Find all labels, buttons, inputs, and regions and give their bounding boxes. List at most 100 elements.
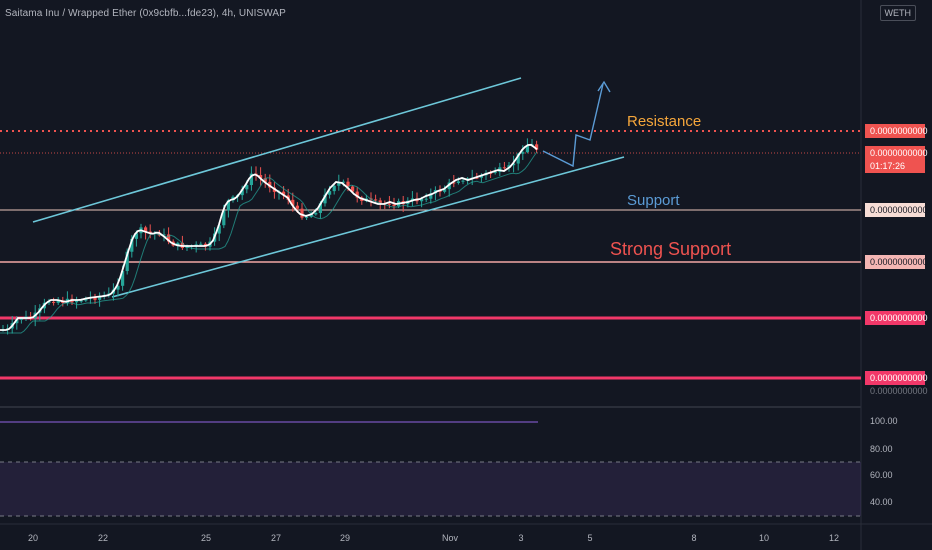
- candle-body: [56, 300, 60, 303]
- resistance-annotation[interactable]: Resistance: [627, 113, 701, 130]
- projection-path: [542, 83, 604, 168]
- bar-countdown-label: 01:17:26: [870, 161, 905, 171]
- lower-support-2-price-label: 0.0000000000: [870, 373, 928, 383]
- candle-body: [332, 185, 336, 192]
- candle-body: [420, 198, 424, 202]
- candle-body: [15, 319, 19, 324]
- candle-body: [328, 191, 332, 195]
- candle-body: [305, 216, 309, 218]
- rsi-scale-100: 100.00: [870, 416, 898, 426]
- candle-body: [479, 175, 483, 178]
- support-price-label: 0.0000000000: [870, 205, 928, 215]
- strong-support-annotation[interactable]: Strong Support: [610, 239, 731, 259]
- quote-currency-badge[interactable]: WETH: [879, 5, 916, 21]
- projection-arrow[interactable]: [542, 80, 611, 168]
- candle-body: [309, 214, 313, 217]
- time-tick-27: 27: [271, 533, 281, 543]
- candle-body: [521, 152, 525, 154]
- time-tick-nov: Nov: [442, 533, 459, 543]
- rsi-band: [0, 462, 861, 516]
- candle-body: [144, 227, 148, 232]
- candle-body: [249, 173, 253, 186]
- candle-body: [47, 301, 51, 303]
- candle-body: [512, 163, 516, 166]
- candle-body: [429, 193, 433, 199]
- current-price-label: 0.0000000000: [870, 148, 928, 158]
- candle-body: [217, 225, 221, 234]
- time-tick-3: 3: [518, 533, 523, 543]
- candle-body: [268, 181, 272, 188]
- rsi-scale-60: 60.00: [870, 470, 893, 480]
- candle-body: [323, 194, 327, 204]
- time-tick-8: 8: [691, 533, 696, 543]
- support-annotation[interactable]: Support: [627, 192, 680, 209]
- candle-body: [346, 181, 350, 187]
- channel-upper-line[interactable]: [32, 77, 522, 223]
- lower-support-1-price-tag: [865, 311, 925, 325]
- symbol-title[interactable]: Saitama Inu / Wrapped Ether (0x9cbfb...f…: [5, 8, 286, 19]
- candle-body: [259, 174, 263, 179]
- strong-support-price-label: 0.0000000000: [870, 257, 928, 267]
- candle-body: [300, 208, 304, 218]
- candle-body: [314, 212, 318, 215]
- candle-body: [75, 300, 79, 303]
- candle-body: [355, 191, 359, 198]
- channel-lower-line[interactable]: [111, 156, 625, 298]
- current-price-tag: [865, 146, 925, 173]
- candle-body: [378, 200, 382, 204]
- candle-body: [52, 301, 56, 303]
- strong-support-price-tag: [865, 255, 925, 269]
- candle-body: [452, 182, 456, 184]
- candle-body: [130, 238, 134, 252]
- rsi-pane[interactable]: 100.00 80.00 60.00 40.00: [0, 416, 898, 517]
- candle-body: [443, 189, 447, 192]
- candle-body: [116, 285, 120, 290]
- candle-body: [167, 234, 171, 242]
- candle-body: [125, 251, 129, 272]
- candle-body: [392, 204, 396, 207]
- time-tick-25: 25: [201, 533, 211, 543]
- candle-body: [19, 318, 23, 320]
- candle-body: [121, 271, 125, 286]
- candle-body: [318, 203, 322, 213]
- candle-body: [502, 167, 506, 169]
- candle-body: [240, 189, 244, 196]
- ascending-channel[interactable]: [32, 77, 625, 298]
- candle-body: [98, 296, 102, 300]
- candle-body: [337, 181, 341, 186]
- resistance-price-label: 0.0000000000: [870, 126, 928, 136]
- fast-ma-line: [0, 143, 538, 331]
- candle-body: [162, 234, 166, 236]
- candle-body: [447, 182, 451, 190]
- candle-body: [475, 177, 479, 179]
- candle-body: [222, 210, 226, 226]
- candle-body: [525, 145, 529, 153]
- support-price-tag: [865, 203, 925, 217]
- time-tick-5: 5: [587, 533, 592, 543]
- candle-body: [493, 171, 497, 173]
- price-scale[interactable]: 0.0000000000 0.0000000000 01:17:26 0.000…: [865, 124, 928, 396]
- candle-body: [199, 243, 203, 245]
- horizontal-levels: [0, 130, 861, 380]
- time-axis[interactable]: 20 22 25 27 29 Nov 3 5 8 10 12: [28, 533, 839, 543]
- projection-arrowhead: [597, 80, 611, 93]
- candle-body: [351, 186, 355, 192]
- candle-body: [93, 297, 97, 300]
- resistance-price-tag: [865, 124, 925, 138]
- candle-body: [341, 181, 345, 183]
- candle-body: [516, 153, 520, 164]
- candle-body: [507, 165, 511, 168]
- candle-body: [282, 191, 286, 196]
- moving-averages: [0, 143, 538, 334]
- slow-ma-line: [0, 151, 538, 334]
- candle-body: [226, 200, 230, 211]
- time-tick-20: 20: [28, 533, 38, 543]
- rsi-scale-80: 80.00: [870, 444, 893, 454]
- candle-body: [148, 231, 152, 234]
- candle-body: [134, 233, 138, 239]
- candle-body: [456, 181, 460, 183]
- lower-support-2-price-tag: [865, 371, 925, 385]
- time-tick-10: 10: [759, 533, 769, 543]
